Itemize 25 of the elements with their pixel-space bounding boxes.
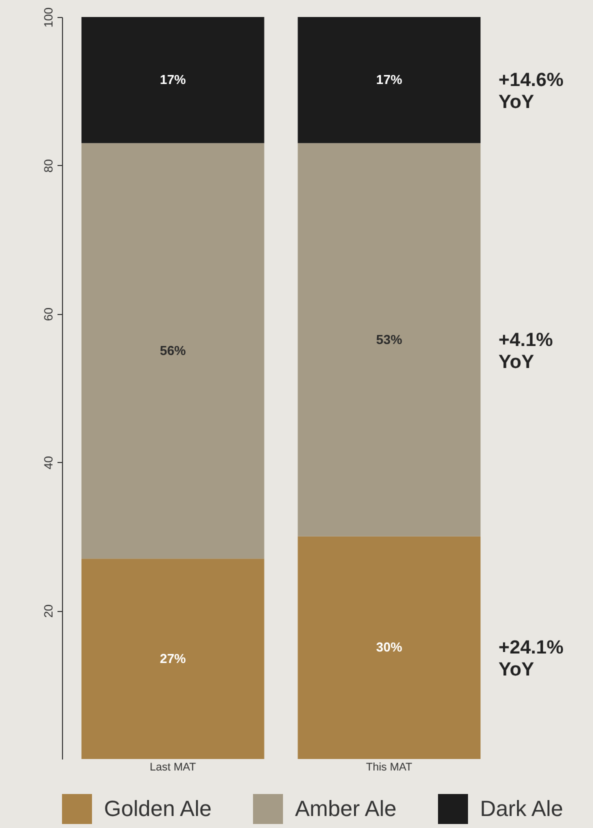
y-tick-label: 60 xyxy=(42,307,56,321)
bar xyxy=(81,143,264,559)
text: +24.1% YoY xyxy=(498,638,564,681)
y-tick-label: 100 xyxy=(42,7,56,28)
x-tick-label: This MAT xyxy=(366,762,413,774)
data-label: 27% xyxy=(160,650,186,666)
bar xyxy=(81,17,264,144)
data-label: 30% xyxy=(376,640,403,655)
bar xyxy=(298,143,481,536)
data-label: 56% xyxy=(160,342,186,358)
data-label: 17% xyxy=(160,72,186,88)
bar xyxy=(81,558,264,759)
text: +4.1% YoY xyxy=(498,330,554,373)
x-tick-label: Last MAT xyxy=(150,762,196,774)
legend-label: Dark Ale xyxy=(480,796,564,821)
bar xyxy=(298,17,481,144)
y-tick-label: 80 xyxy=(42,158,56,173)
data-label: 17% xyxy=(376,72,403,88)
y-tick-label: 20 xyxy=(42,604,56,618)
legend-label: Amber Ale xyxy=(295,796,396,821)
bar xyxy=(298,536,481,759)
y-tick-label: 40 xyxy=(42,456,56,470)
legend-label: Golden Ale xyxy=(104,796,212,821)
data-label: 53% xyxy=(376,332,403,347)
text: +14.6% YoY xyxy=(498,70,564,114)
